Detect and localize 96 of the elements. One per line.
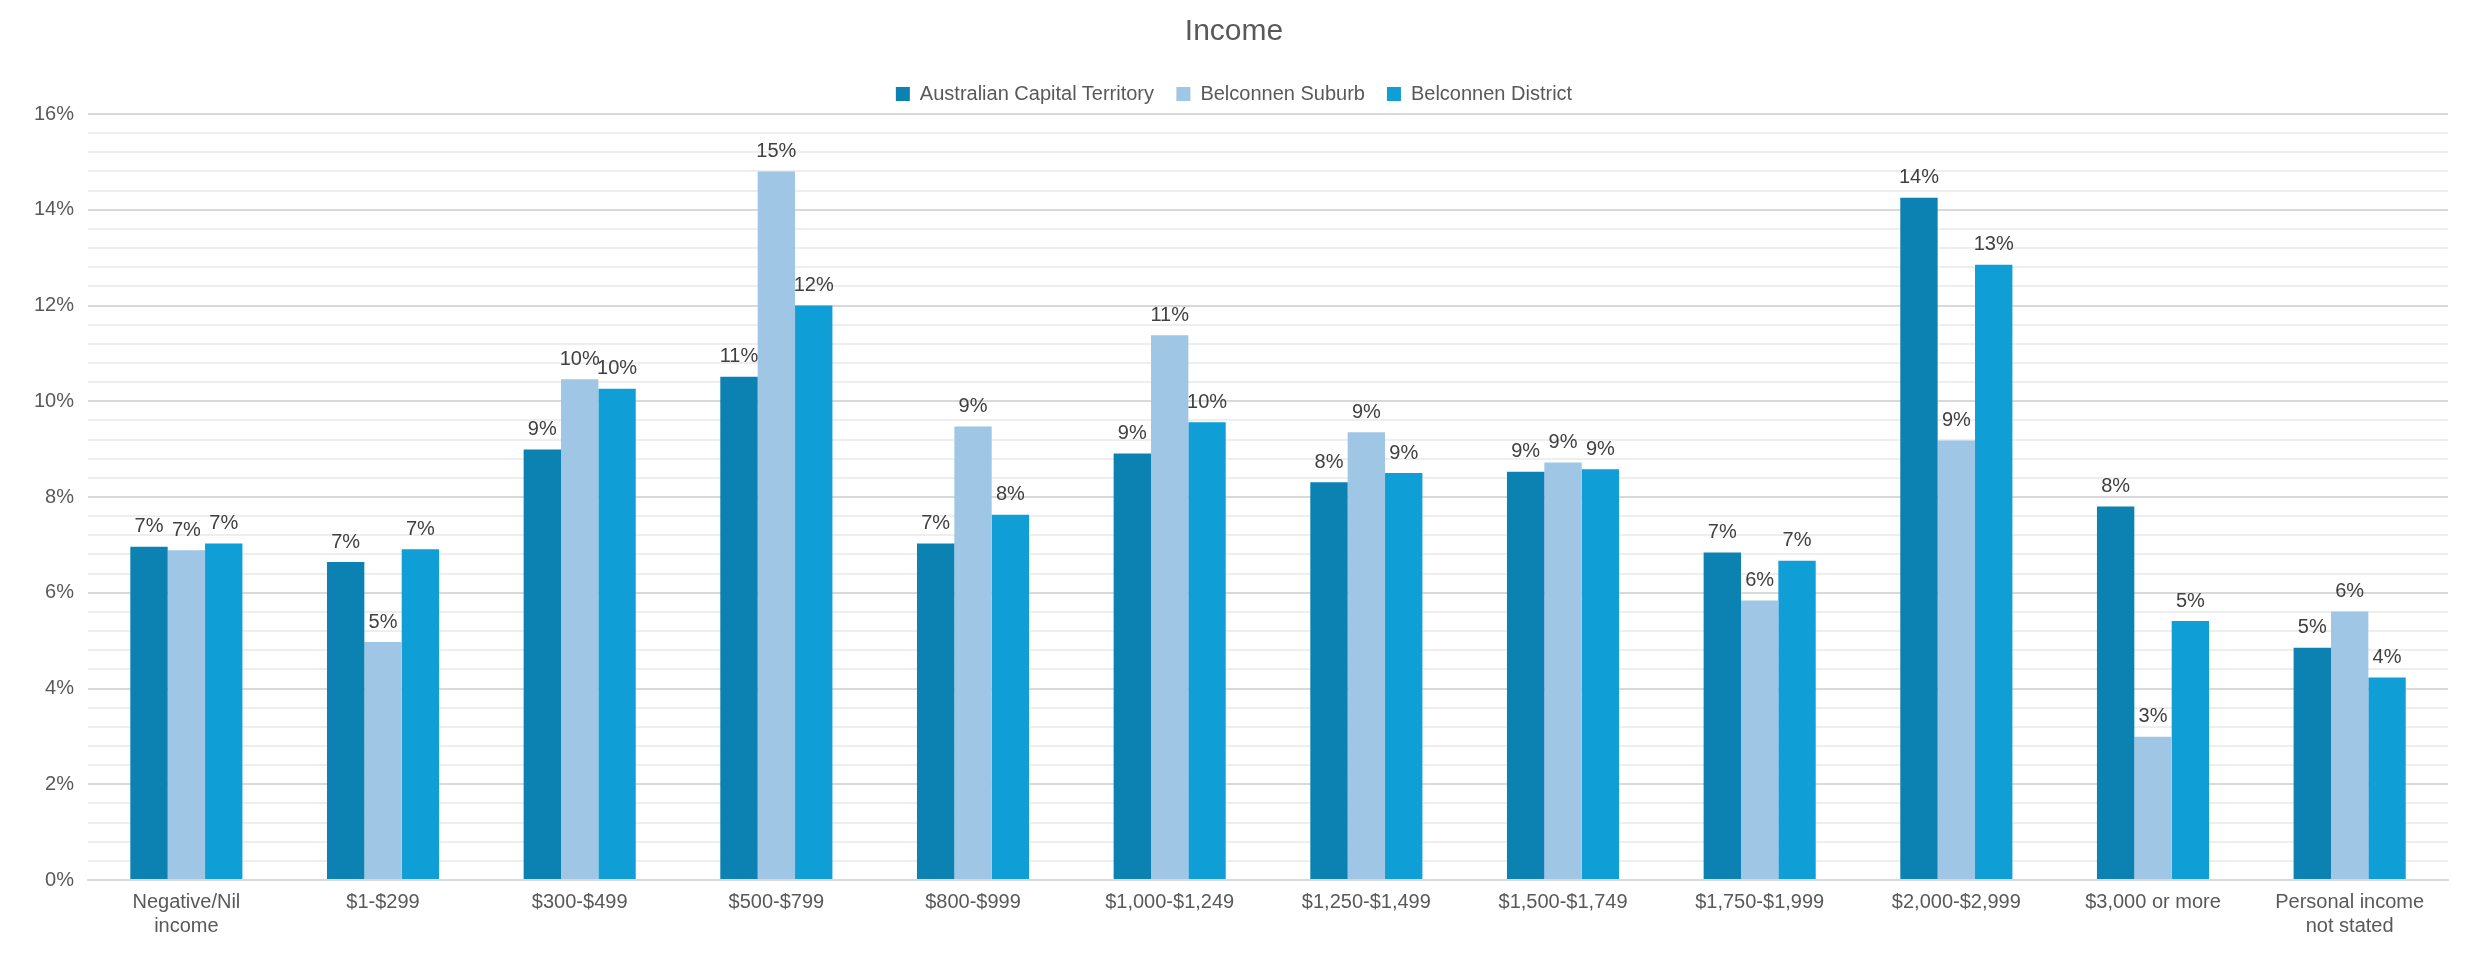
x-tick-label: $1,750-$1,999 — [1695, 889, 1825, 912]
bar — [991, 514, 1030, 879]
data-label: 6% — [2335, 578, 2365, 601]
bar — [2096, 506, 2135, 879]
x-tick-label: $800-$999 — [925, 889, 1021, 912]
data-label: 7% — [134, 514, 164, 537]
bar — [1113, 453, 1151, 879]
x-tick-label: $500-$799 — [728, 889, 825, 912]
data-label: 9% — [1548, 430, 1578, 453]
y-tick-label: 12% — [34, 293, 75, 316]
x-tick-label: $300-$499 — [531, 889, 628, 912]
data-label: 9% — [1585, 436, 1616, 459]
data-label: 6% — [1745, 567, 1775, 590]
data-label: 5% — [2297, 615, 2327, 638]
y-tick-label: 8% — [45, 484, 75, 507]
bar — [720, 376, 758, 879]
chart-title: Income — [1184, 13, 1284, 47]
bar — [2134, 736, 2172, 879]
data-label: 5% — [368, 609, 398, 632]
bar — [954, 426, 992, 879]
data-label: 9% — [1511, 439, 1541, 462]
y-tick-label: 0% — [45, 867, 75, 890]
y-tick-label: 6% — [45, 580, 75, 603]
data-label: 7% — [1707, 520, 1737, 543]
bar — [1900, 197, 1938, 879]
data-label: 5% — [2175, 588, 2206, 611]
bar — [205, 543, 243, 879]
data-label: 7% — [209, 510, 239, 533]
data-label: 7% — [405, 516, 436, 539]
bar — [1188, 422, 1226, 879]
y-tick-label: 2% — [45, 771, 75, 794]
bar — [167, 550, 206, 879]
bar — [1740, 600, 1779, 879]
legend-label: Belconnen Suburb — [1200, 81, 1365, 104]
data-label: 7% — [921, 510, 951, 533]
x-tick-label: Personal income not stated — [2275, 889, 2425, 936]
bar — [326, 562, 365, 879]
bar — [1581, 469, 1620, 879]
bar — [1506, 471, 1545, 879]
bar — [757, 171, 796, 879]
data-label: 9% — [527, 417, 557, 440]
x-tick-label: $3,000 or more — [2085, 889, 2221, 912]
bar — [1703, 552, 1741, 879]
bar — [1937, 440, 1976, 879]
y-tick-label: 10% — [34, 388, 75, 411]
bar — [130, 546, 168, 879]
y-tick-label: 4% — [45, 676, 75, 699]
data-label: 9% — [958, 394, 988, 417]
x-tick-label: $1-$299 — [346, 889, 420, 912]
data-label: 14% — [1898, 165, 1940, 188]
bar — [523, 449, 562, 879]
bar — [364, 642, 402, 879]
data-label: 7% — [1782, 528, 1812, 551]
data-label: 3% — [2138, 704, 2168, 727]
bar — [1151, 335, 1189, 879]
data-label: 12% — [793, 273, 834, 296]
data-label: 4% — [2372, 645, 2402, 667]
bar — [1544, 462, 1582, 879]
data-label: 15% — [756, 138, 797, 161]
data-label: 8% — [995, 482, 1026, 505]
x-tick-label: Negative/Nil income — [132, 889, 241, 936]
bar — [561, 379, 599, 879]
data-label: 9% — [1351, 399, 1382, 422]
x-tick-label: $1,000-$1,249 — [1105, 889, 1235, 912]
legend-label: Belconnen District — [1410, 81, 1573, 104]
data-label: 9% — [1941, 408, 1972, 431]
bar — [1310, 482, 1348, 879]
data-label: 7% — [331, 529, 361, 552]
y-tick-label: 16% — [34, 101, 75, 124]
bar — [1975, 264, 2013, 879]
bar — [2330, 611, 2369, 879]
bar — [401, 549, 440, 879]
data-label: 7% — [171, 517, 202, 540]
x-tick-label: $2,000-$2,999 — [1891, 889, 2021, 912]
data-label: 13% — [1973, 232, 2014, 255]
bar — [1385, 473, 1423, 879]
bar — [598, 388, 636, 879]
data-label: 10% — [559, 346, 600, 369]
y-tick-label: 14% — [34, 197, 75, 220]
bar — [2293, 647, 2331, 879]
x-tick-label: $1,250-$1,499 — [1301, 889, 1431, 912]
legend-label: Australian Capital Territory — [919, 81, 1155, 104]
data-label: 11% — [719, 344, 759, 367]
x-tick-label: $1,500-$1,749 — [1498, 889, 1628, 912]
bar — [2171, 621, 2210, 879]
data-label: 10% — [1187, 389, 1228, 412]
bar — [1347, 432, 1386, 879]
data-label: 11% — [1150, 302, 1190, 325]
data-label: 8% — [2101, 474, 2131, 497]
data-label: 8% — [1314, 449, 1344, 472]
bar — [1778, 560, 1816, 879]
data-label: 9% — [1389, 440, 1419, 463]
data-label: 9% — [1117, 420, 1147, 443]
bar — [795, 305, 833, 879]
bar — [916, 543, 955, 879]
bar — [2368, 677, 2406, 879]
